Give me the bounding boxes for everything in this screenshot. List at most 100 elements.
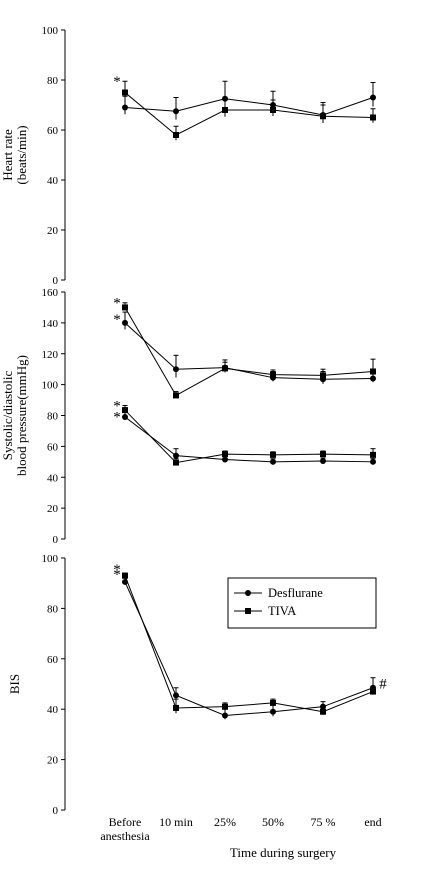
y-tick-label: 80 [47, 603, 59, 615]
chart-panel-2: 0 20 40 60 80 100 120 140 160 Systolic/diastolic b… [0, 287, 376, 546]
x-category-label: 75 % [311, 815, 336, 829]
data-point-circle [270, 458, 276, 465]
data-point-square [122, 304, 128, 311]
y-tick-label: 20 [47, 503, 59, 515]
y-axis-title: blood pressure(mmHg) [14, 355, 29, 476]
data-point-circle [222, 712, 228, 719]
data-point-square [320, 113, 326, 120]
x-category-label: anesthesia [100, 829, 150, 843]
significance-mark: # [379, 677, 387, 693]
data-point-circle [222, 456, 228, 463]
significance-mark: * [113, 74, 121, 90]
chart-panel-1: 0 20 40 60 80 100 Heart rate (beats/min) * [0, 25, 376, 287]
data-point-square [173, 392, 179, 399]
x-category-label: 50% [262, 815, 284, 829]
series-line [124, 581, 374, 717]
y-axis-title: BIS [7, 674, 22, 694]
series-desflurane-systolic [122, 311, 376, 384]
significance-mark: * [113, 295, 121, 311]
legend-marker-circle [245, 590, 251, 596]
y-tick-label: 120 [42, 349, 59, 361]
data-point-square [370, 451, 376, 458]
data-point-circle [122, 319, 128, 326]
chart-panels: 0 20 40 60 80 100 Heart rate (beats/min) * 0 20 40 6… [0, 25, 387, 817]
y-tick-label: 100 [42, 380, 59, 392]
legend-marker-square [245, 608, 251, 614]
x-category-label: end [364, 815, 381, 829]
y-tick-label: 100 [42, 553, 59, 565]
legend-label-tiva: TIVA [268, 604, 296, 618]
series-tiva-diastolic [122, 404, 376, 466]
data-point-square [270, 371, 276, 378]
series-line [124, 409, 374, 464]
data-point-square [222, 703, 228, 710]
data-point-circle [320, 458, 326, 465]
y-tick-label: 0 [53, 534, 59, 546]
y-tick-label: 0 [53, 805, 59, 817]
chart-panel-3: 0 20 40 60 80 100 BIS ** # [7, 553, 387, 817]
data-point-square [222, 451, 228, 458]
significance-mark: * [113, 567, 121, 583]
data-point-square [222, 107, 228, 113]
data-point-square [270, 107, 276, 113]
series-tiva [122, 572, 376, 715]
series-line [124, 92, 374, 136]
data-point-circle [173, 452, 179, 459]
y-tick-label: 40 [47, 472, 59, 484]
y-tick-label: 100 [42, 25, 59, 37]
data-point-circle [370, 458, 376, 465]
y-axis-title: (beats/min) [14, 125, 29, 184]
series-tiva [122, 80, 376, 141]
data-point-square [173, 132, 179, 138]
data-point-circle [122, 414, 128, 421]
x-category-label: 10 min [159, 815, 193, 829]
y-tick-label: 60 [47, 654, 59, 666]
data-point-circle [370, 94, 376, 101]
data-point-square [320, 451, 326, 458]
y-axis-title: Systolic/diastolic [0, 370, 15, 460]
y-axis-title: Heart rate [0, 129, 15, 181]
y-tick-label: 0 [53, 275, 59, 287]
data-point-square [122, 89, 128, 96]
y-tick-label: 80 [47, 411, 59, 423]
data-point-circle [173, 692, 179, 699]
data-point-square [122, 572, 128, 579]
data-point-circle [173, 108, 179, 115]
data-point-square [270, 451, 276, 458]
y-tick-label: 60 [47, 125, 59, 137]
data-point-circle [270, 708, 276, 715]
significance-mark: * [113, 562, 121, 578]
x-category-label: Before [109, 815, 142, 829]
y-tick-label: 20 [47, 755, 59, 767]
data-point-square [270, 699, 276, 706]
data-point-square [370, 688, 376, 695]
series-tiva-systolic [122, 302, 376, 399]
y-tick-label: 20 [47, 225, 59, 237]
data-point-square [122, 407, 128, 414]
significance-mark: * [113, 399, 121, 415]
legend-box [227, 577, 377, 629]
data-point-square [222, 365, 228, 372]
y-tick-label: 60 [47, 441, 59, 453]
data-point-square [370, 114, 376, 121]
data-point-square [173, 704, 179, 711]
series-line [124, 322, 374, 380]
series-desflurane-diastolic [122, 411, 376, 465]
x-category-label: 25% [214, 815, 236, 829]
y-tick-label: 160 [42, 287, 59, 299]
significance-mark: * [113, 410, 121, 426]
data-point-square [173, 459, 179, 466]
series-line [124, 416, 374, 463]
x-axis-title: Time during surgery [230, 845, 337, 860]
data-point-square [370, 368, 376, 375]
y-tick-label: 140 [42, 318, 59, 330]
data-point-circle [173, 366, 179, 373]
y-tick-label: 40 [47, 704, 59, 716]
y-tick-label: 80 [47, 75, 59, 87]
legend-label-desflurane: Desflurane [268, 586, 323, 600]
data-point-circle [122, 104, 128, 111]
significance-mark: * [113, 312, 121, 328]
legend: Desflurane TIVA [227, 577, 377, 629]
